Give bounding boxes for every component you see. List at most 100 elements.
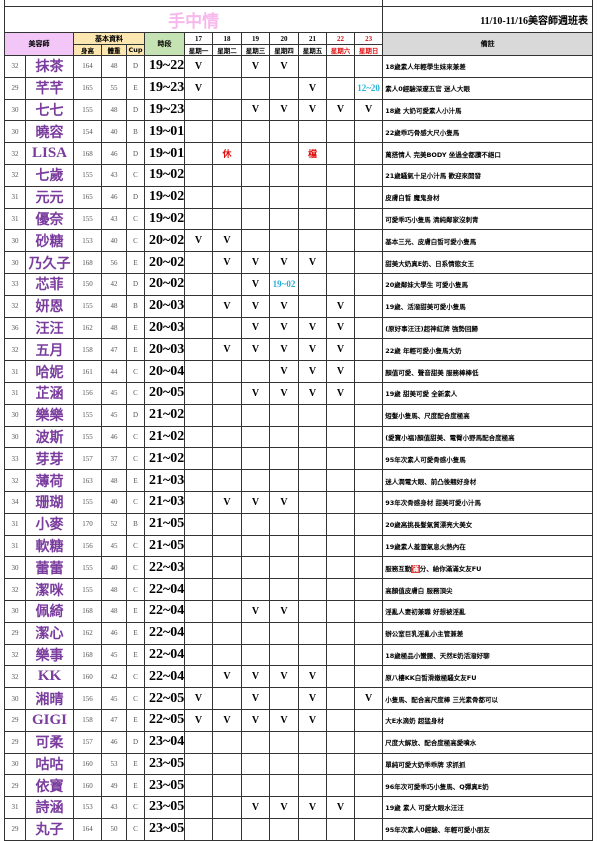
- table-row[interactable]: 29 芊芊 165 55 E 19~23 V V 12~20 素人0經驗深邃五官 迷人大眼: [4, 76, 593, 100]
- table-row[interactable]: 30 乃久子 168 56 E 20~02 V V V V 甜美大奶真E奶、日系情慾女王: [4, 251, 593, 274]
- beautician-name[interactable]: GIGI: [25, 708, 74, 732]
- table-row[interactable]: 30 波斯 155 46 C 21~02 (愛寶小福)顏值甜美、電臀小野馬配合度極高: [4, 425, 593, 449]
- beautician-header: 美容師: [4, 32, 74, 56]
- beautician-name[interactable]: 佩綺: [25, 599, 74, 623]
- day-cell: [212, 469, 242, 492]
- note-cell: 20歲鄰妹大學生 可愛小隻馬: [382, 272, 593, 296]
- time-slot: 20~02: [144, 272, 185, 296]
- table-row[interactable]: 30 樂樂 155 45 D 21~02 短髮小隻馬、尺度配合度極高: [4, 403, 593, 427]
- height: 155: [73, 425, 102, 449]
- beautician-name[interactable]: 元元: [25, 185, 74, 209]
- table-row[interactable]: 32 抹茶 164 48 D 19~22 V V V 18歲素人年輕學生妹來兼差: [4, 55, 593, 78]
- table-row[interactable]: 30 湘晴 156 45 C 22~05 V V V V 小隻馬、配合高尺度棒 三光素骨都可以: [4, 687, 593, 710]
- beautician-name[interactable]: 樂事: [25, 643, 74, 667]
- table-row[interactable]: 29 潔心 162 46 E 22~04 辦公室巨乳淫亂小主管兼差: [4, 621, 593, 645]
- time-slot: 21~03: [144, 490, 185, 514]
- time-slot: 19~23: [144, 98, 185, 122]
- day-cell: V: [298, 76, 327, 100]
- table-row[interactable]: 32 潔咪 155 48 C 22~04 高顏值皮膚白 服務頂尖: [4, 578, 593, 601]
- day-cell: [298, 512, 327, 536]
- beautician-name[interactable]: 薄荷: [25, 469, 74, 492]
- beautician-name[interactable]: 七七: [25, 98, 74, 122]
- beautician-name[interactable]: 砂糖: [25, 229, 74, 253]
- table-row[interactable]: 30 砂糖 153 40 C 20~02 V V 基本三光、皮膚白皙可愛小隻馬: [4, 229, 593, 253]
- weight: 48: [101, 294, 127, 318]
- table-row[interactable]: 30 咕咕 160 53 E 23~05 單純可愛大奶乖乖牌 求抓抓: [4, 752, 593, 776]
- beautician-name[interactable]: 優奈: [25, 207, 74, 231]
- table-row[interactable]: 31 元元 165 46 D 19~02 皮膚白皙 魔鬼身材: [4, 185, 593, 209]
- beautician-name[interactable]: 七歲: [25, 163, 74, 187]
- beautician-name[interactable]: 潔心: [25, 621, 74, 645]
- table-row[interactable]: 29 可柔 157 46 D 23~04 尺度大解放、配合度極高愛噴水: [4, 730, 593, 754]
- table-row[interactable]: 31 詩涵 153 43 C 23~05 V V V V 19歲 素人 可愛大眼水汪汪: [4, 796, 593, 819]
- beautician-name[interactable]: 蕾蕾: [25, 556, 74, 580]
- beautician-name[interactable]: 可柔: [25, 730, 74, 754]
- table-row[interactable]: 36 汪汪 162 48 E 20~03 V V V V (原好事汪汪)超神紅牌 強勢回歸: [4, 316, 593, 340]
- day-cell: [298, 207, 327, 231]
- table-row[interactable]: 31 軟糖 156 45 C 21~05 19歲素人羞澀氣息火熱內在: [4, 534, 593, 558]
- table-row[interactable]: 33 芯菲 150 42 D 20~02 V 19~02 20歲鄰妹大學生 可愛小隻馬: [4, 272, 593, 296]
- beautician-name[interactable]: 芷涵: [25, 381, 74, 405]
- day-cell: V: [241, 599, 270, 623]
- beautician-name[interactable]: 五月: [25, 338, 74, 362]
- table-row[interactable]: 30 佩綺 168 48 E 22~04 V V 淫亂人妻初兼職 好想被淫亂: [4, 599, 593, 623]
- row-number: 33: [4, 272, 26, 296]
- beautician-name[interactable]: 妍恩: [25, 294, 74, 318]
- table-row[interactable]: 29 依寶 160 49 E 23~05 96年次可愛乖巧小隻馬、Q彈真E奶: [4, 774, 593, 798]
- day-cell: V: [269, 665, 299, 689]
- beautician-name[interactable]: 乃久子: [25, 251, 74, 274]
- table-row[interactable]: 31 芷涵 156 45 C 20~05 V V V V 19歲 甜美可愛 全新素人: [4, 381, 593, 405]
- table-row[interactable]: 31 小麥 170 52 B 21~05 20歲高挑長髮氣質漂亮大美女: [4, 512, 593, 536]
- beautician-name[interactable]: 湘晴: [25, 687, 74, 710]
- row-number: 32: [4, 469, 26, 492]
- table-row[interactable]: 32 樂事 168 45 E 22~04 18歲極品小蠻腰、天然E奶活潑好聊: [4, 643, 593, 667]
- note-text: 皮膚白皙 魔鬼身材: [385, 194, 440, 203]
- table-row[interactable]: 32 七歲 155 43 C 19~02 21歲騷氣十足小汁馬 歡迎來開發: [4, 163, 593, 187]
- beautician-name[interactable]: 珊瑚: [25, 490, 74, 514]
- beautician-name[interactable]: 芯菲: [25, 272, 74, 296]
- weight: 52: [101, 512, 127, 536]
- table-row[interactable]: 32 五月 158 47 E 20~03 V V V V V 22歲 年輕可愛小隻馬大奶: [4, 338, 593, 362]
- beautician-name[interactable]: 依寶: [25, 774, 74, 798]
- beautician-name[interactable]: 樂樂: [25, 403, 74, 427]
- table-row[interactable]: 30 七七 155 48 D 19~23 V V V V V 18歲 大奶可愛素人小汁馬: [4, 98, 593, 122]
- beautician-name[interactable]: 芽芽: [25, 447, 74, 471]
- row-number: 34: [4, 490, 26, 514]
- beautician-name[interactable]: 軟糖: [25, 534, 74, 558]
- beautician-name[interactable]: 小麥: [25, 512, 74, 536]
- table-row[interactable]: 31 哈妮 161 44 C 20~04 V V V 顏值可愛、聲音甜美 服務棒棒低: [4, 360, 593, 383]
- beautician-name[interactable]: 哈妮: [25, 360, 74, 383]
- beautician-name[interactable]: 汪汪: [25, 316, 74, 340]
- day-cell: [326, 534, 355, 558]
- table-row[interactable]: 33 芽芽 157 37 C 21~02 95年次素人可愛骨感小隻馬: [4, 447, 593, 471]
- beautician-name[interactable]: 曉容: [25, 120, 74, 144]
- beautician-name[interactable]: LISA: [25, 142, 74, 165]
- beautician-name[interactable]: 咕咕: [25, 752, 74, 776]
- table-row[interactable]: 32 LISA 168 46 D 19~01 休 檔 萬搭情人 完美BODY 坐過全都讚不絕口: [4, 142, 593, 165]
- beautician-name[interactable]: KK: [25, 665, 74, 689]
- table-row[interactable]: 29 丸子 164 50 C 23~05 95年次素人0經驗、年輕可愛小朋友: [4, 817, 593, 841]
- table-row[interactable]: 34 珊瑚 155 40 C 21~03 V V V 93年次骨感身材 甜美可愛小汁馬: [4, 490, 593, 514]
- day-cell: [212, 512, 242, 536]
- table-row[interactable]: 32 妍恩 155 48 B 20~03 V V V V 19歲、活潑甜美可愛小隻馬: [4, 294, 593, 318]
- table-row[interactable]: 31 優奈 155 43 C 19~02 可愛乖巧小隻馬 清純鄰家沒刺青: [4, 207, 593, 231]
- day-cell: [353, 185, 384, 209]
- height: 168: [73, 142, 102, 165]
- beautician-name[interactable]: 詩涵: [25, 796, 74, 819]
- beautician-name[interactable]: 芊芊: [25, 76, 74, 100]
- table-row[interactable]: 32 KK 160 42 C 22~04 V V V V 原八樓KK白皙滑嫩極騷女友FU: [4, 665, 593, 689]
- table-row[interactable]: 30 蕾蕾 155 40 C 22~03 服務互動滿分、給你滿滿女友FU: [4, 556, 593, 580]
- table-row[interactable]: 29 GIGI 158 47 E 22~05 V V V V V 大E水滴奶 超猛身材: [4, 708, 593, 732]
- table-row[interactable]: 30 曉容 154 40 B 19~01 22歲乖巧骨感大尺小隻馬: [4, 120, 593, 144]
- beautician-name[interactable]: 潔咪: [25, 578, 74, 601]
- beautician-name[interactable]: 抹茶: [25, 55, 74, 78]
- height: 155: [73, 490, 102, 514]
- day-cell: [269, 512, 299, 536]
- day-cell: [241, 76, 270, 100]
- note-text: 淫亂人妻初兼職 好想被淫亂: [385, 608, 466, 617]
- day-cell: V: [269, 55, 299, 78]
- day-cell: [353, 796, 384, 819]
- beautician-name[interactable]: 波斯: [25, 425, 74, 449]
- row-number: 31: [4, 185, 26, 209]
- table-row[interactable]: 32 薄荷 163 48 E 21~03 迷人潤電大眼、前凸後翹好身材: [4, 469, 593, 492]
